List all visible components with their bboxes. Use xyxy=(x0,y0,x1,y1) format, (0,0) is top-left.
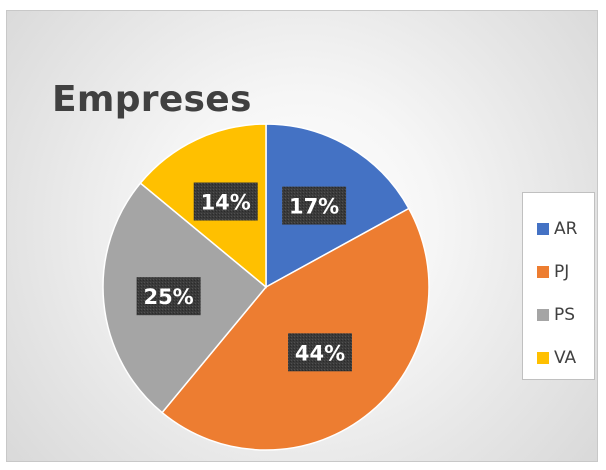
legend-item-ar: AR xyxy=(537,207,594,250)
legend-label: PJ xyxy=(554,261,570,282)
legend-label: AR xyxy=(554,218,578,239)
svg-text:25%: 25% xyxy=(143,285,193,309)
legend-swatch xyxy=(537,265,549,278)
legend-item-va: VA xyxy=(537,336,594,379)
svg-text:14%: 14% xyxy=(201,191,251,215)
data-label-ps: 25% xyxy=(136,277,201,316)
legend-item-pj: PJ xyxy=(537,250,594,293)
legend-item-ps: PS xyxy=(537,293,594,336)
svg-text:44%: 44% xyxy=(295,341,345,365)
legend-label: PS xyxy=(554,304,576,325)
legend-label: VA xyxy=(554,347,577,368)
legend-swatch xyxy=(537,351,549,364)
chart-title: Empreses xyxy=(52,79,252,120)
legend-swatch xyxy=(537,222,549,235)
data-label-va: 14% xyxy=(193,182,258,221)
pie-slice-pj xyxy=(161,207,430,451)
data-label-pj: 44% xyxy=(288,333,352,372)
chart-legend: AR PJ PS VA xyxy=(522,192,595,380)
legend-swatch xyxy=(537,308,549,321)
svg-text:17%: 17% xyxy=(289,195,339,219)
data-label-ar: 17% xyxy=(282,186,347,225)
